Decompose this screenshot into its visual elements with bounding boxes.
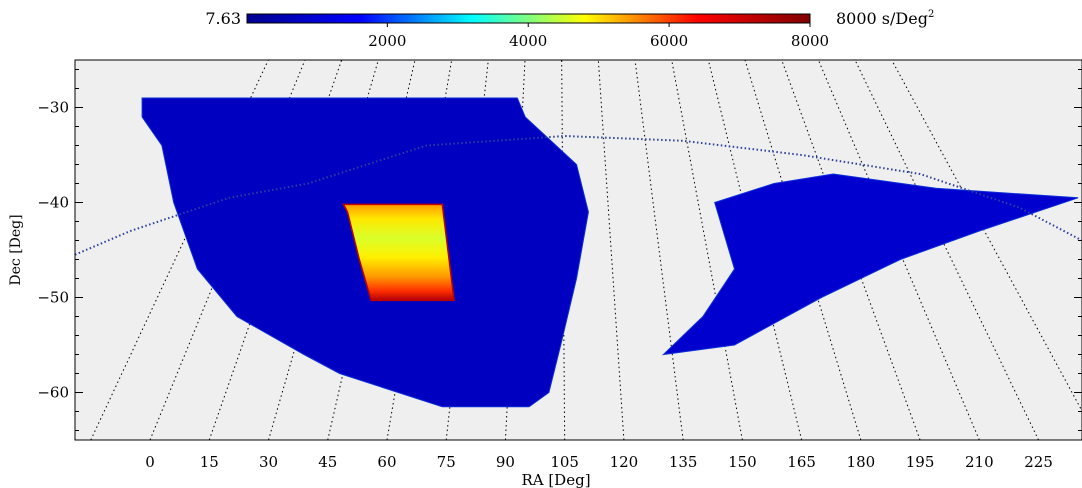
y-axis-ticks: −30 −40 −50 −60 <box>37 69 1082 431</box>
ra-grid-line <box>817 60 980 440</box>
y-tick-label: −30 <box>37 99 69 117</box>
colorbar: 7.63 8000 s/Deg2 2000 4000 6000 8000 <box>205 9 934 50</box>
x-tick-label: 60 <box>377 453 396 471</box>
colorbar-tick-label: 2000 <box>368 32 406 50</box>
x-tick-label: 180 <box>847 453 876 471</box>
colorbar-ticks: 2000 4000 6000 8000 <box>368 23 829 50</box>
colorbar-max-label: 8000 s/Deg2 <box>836 9 934 28</box>
ra-grid-line <box>597 60 625 440</box>
x-tick-label: 75 <box>437 453 456 471</box>
colorbar-gradient <box>246 13 811 24</box>
plot-frame <box>74 59 1082 441</box>
y-axis-label: Dec [Deg] <box>8 214 24 285</box>
colorbar-tick-label: 8000 <box>791 32 829 50</box>
colorbar-max-label-superscript: 2 <box>928 9 934 20</box>
ra-grid-line <box>891 60 1082 412</box>
colorbar-min-label: 7.63 <box>205 9 241 28</box>
ra-grid-line <box>634 60 684 440</box>
x-tick-label: 210 <box>965 453 994 471</box>
x-tick-label: 120 <box>610 453 639 471</box>
colorbar-tick-label: 4000 <box>509 32 547 50</box>
x-tick-label: 135 <box>669 453 698 471</box>
x-tick-label: 165 <box>787 453 816 471</box>
ra-grid-line <box>671 60 743 440</box>
x-tick-label: 225 <box>1024 453 1053 471</box>
great-circle-track-line <box>75 134 1082 256</box>
y-tick-label: −60 <box>37 384 69 402</box>
x-tick-label: 15 <box>200 453 219 471</box>
y-tick-label: −40 <box>37 194 69 212</box>
coverage-regions <box>141 97 1079 408</box>
deep-field-region <box>342 203 455 302</box>
x-tick-label: 195 <box>906 453 935 471</box>
x-tick-label: 90 <box>496 453 515 471</box>
x-tick-label: 45 <box>318 453 337 471</box>
x-axis-label: RA [Deg] <box>521 471 590 488</box>
ra-grid-line <box>854 60 1040 440</box>
plot-content <box>75 60 1082 440</box>
x-tick-label: 30 <box>259 453 278 471</box>
y-tick-label: −50 <box>37 289 69 307</box>
ra-grid-line <box>149 60 306 440</box>
x-axis-ticks: 0 15 30 45 60 75 90 105 120 135 150 165 180 195 210 225 <box>145 453 1053 471</box>
x-tick-label: 150 <box>728 453 757 471</box>
x-tick-label: 0 <box>145 453 155 471</box>
wide-field-region <box>661 173 1079 356</box>
colorbar-max-label-text: 8000 s/Deg <box>836 9 928 28</box>
great-circle-track <box>75 134 1082 256</box>
x-tick-label: 105 <box>550 453 579 471</box>
colorbar-tick-label: 6000 <box>650 32 688 50</box>
